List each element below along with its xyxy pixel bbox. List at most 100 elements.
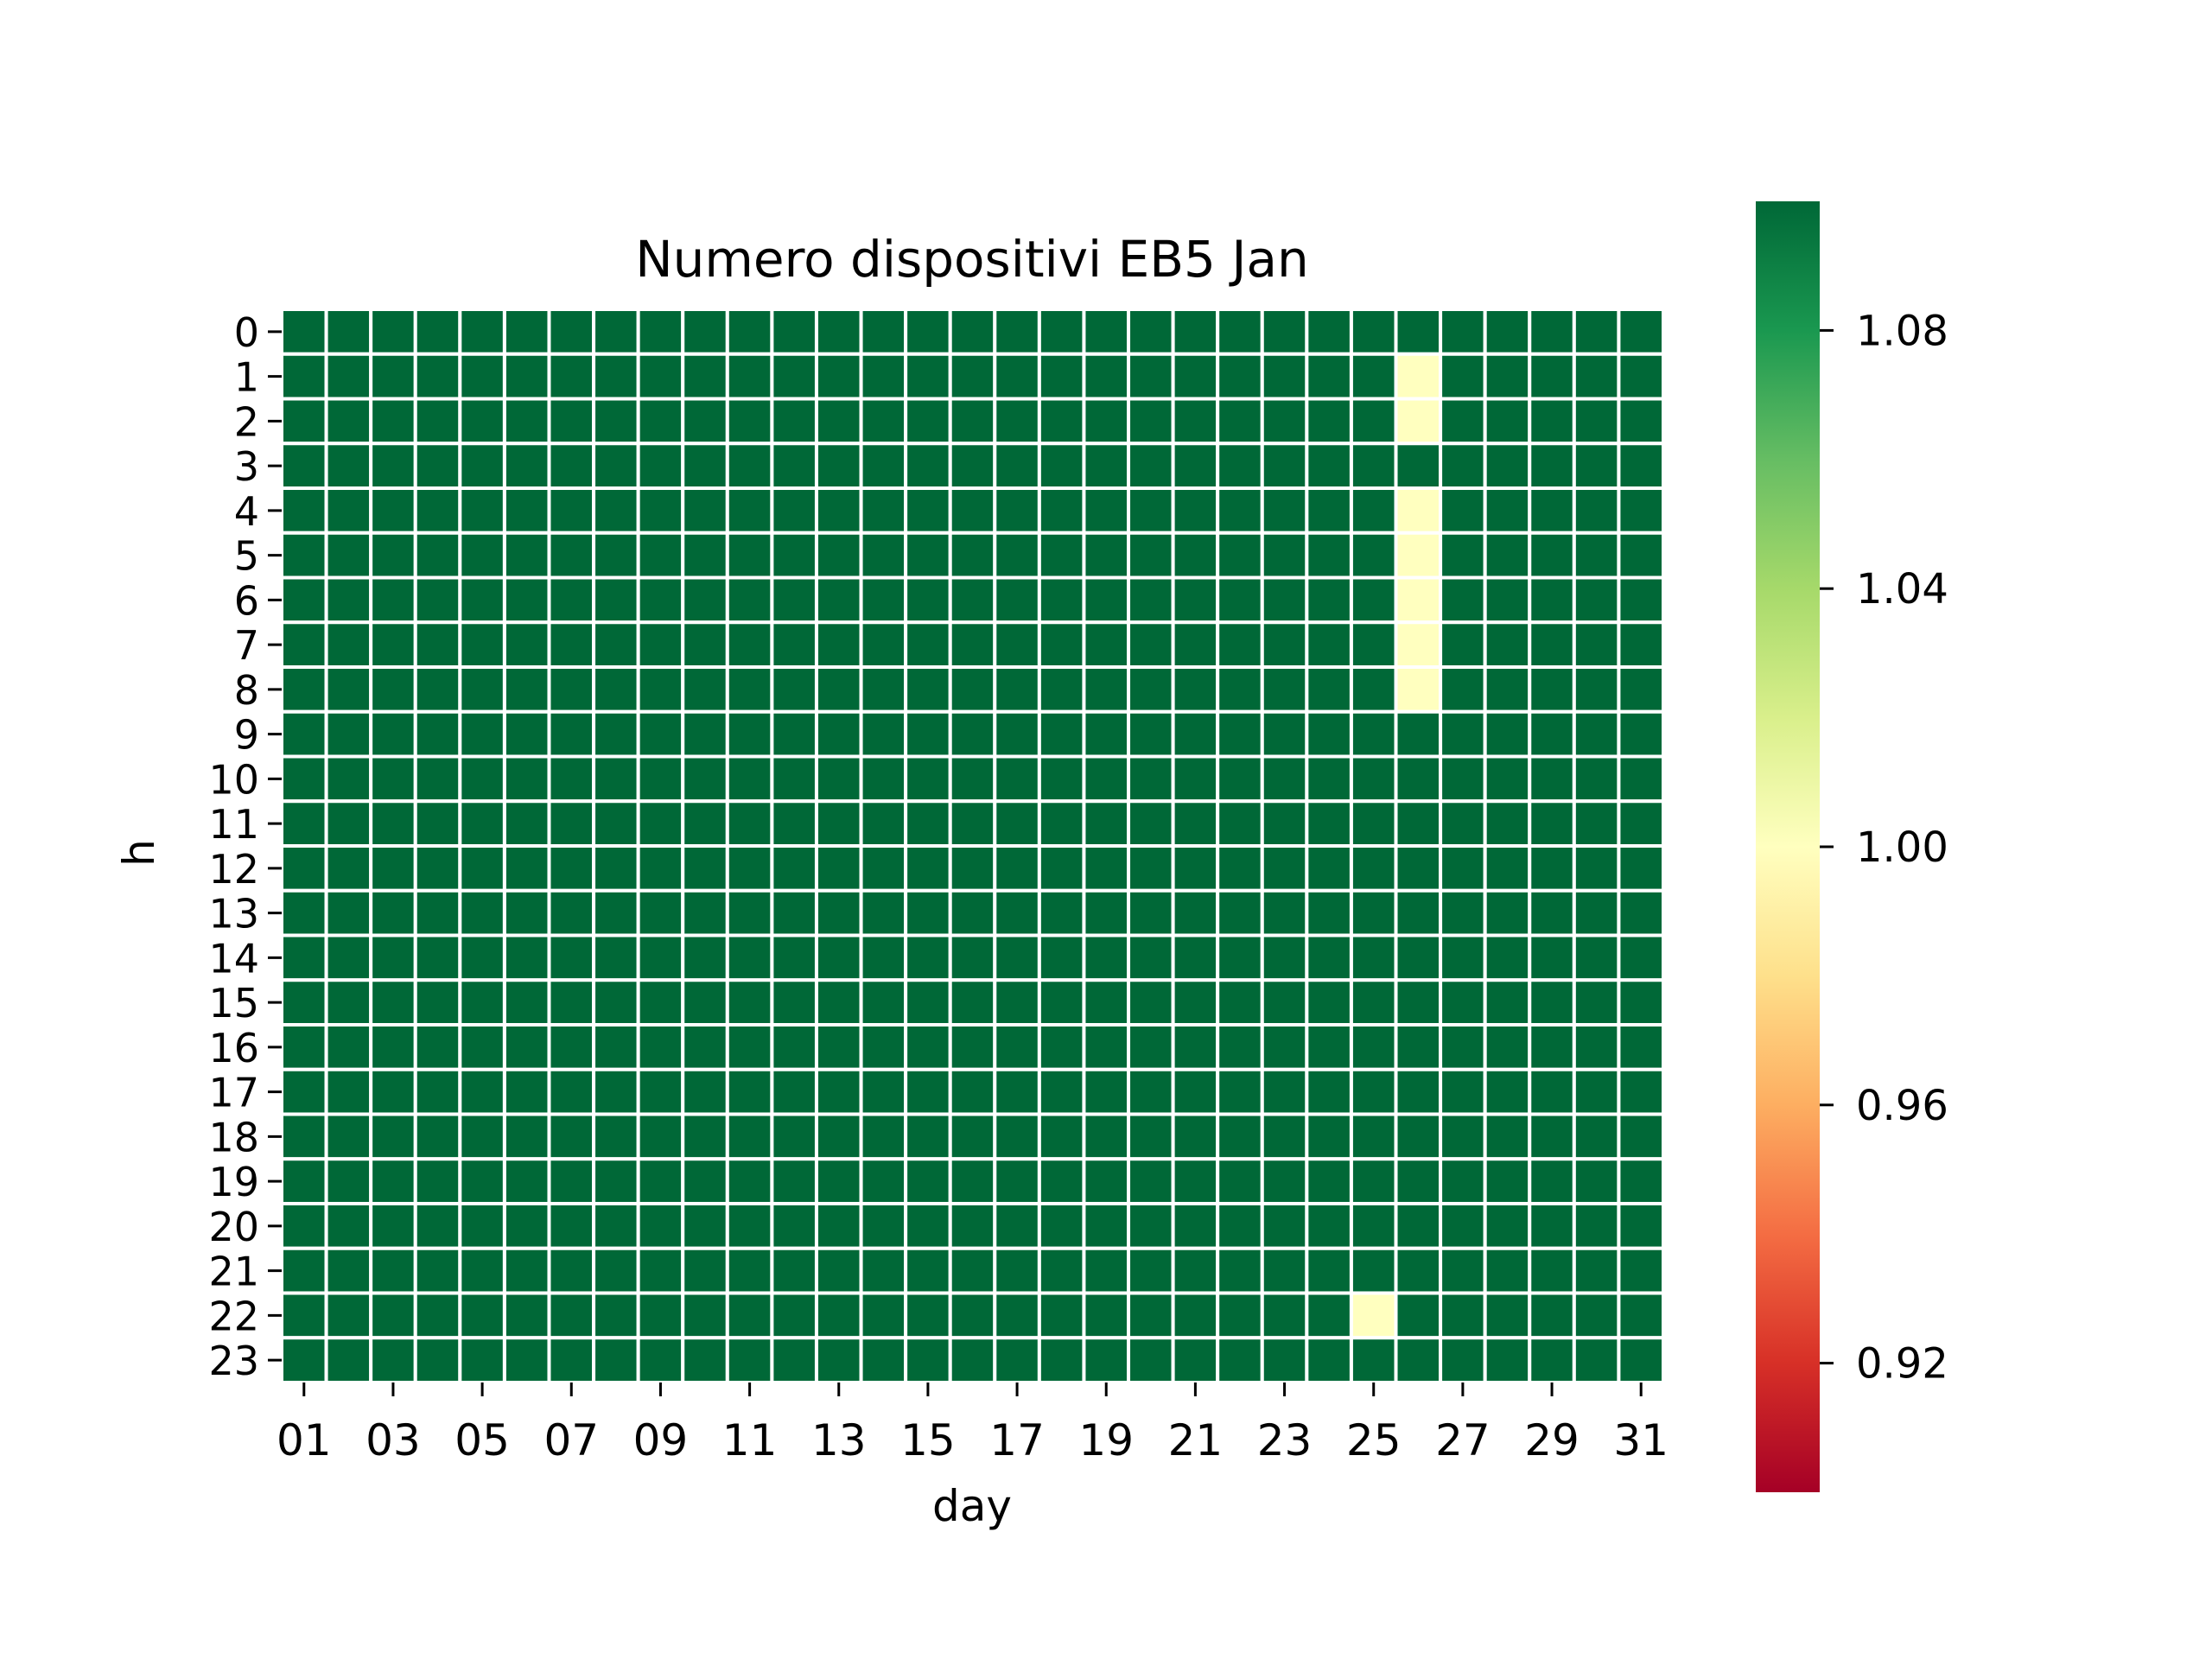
heatmap-cell <box>636 888 685 938</box>
heatmap-cell <box>636 1336 685 1384</box>
heatmap-cell <box>1082 486 1131 535</box>
heatmap-cell <box>458 754 506 804</box>
heatmap-cell <box>502 1336 551 1384</box>
heatmap-cell <box>1082 978 1131 1027</box>
x-tick-label: 05 <box>454 1415 510 1465</box>
heatmap-cell <box>1127 665 1175 714</box>
heatmap-cell <box>502 397 551 446</box>
heatmap-cell <box>413 754 462 804</box>
heatmap-cell <box>1572 978 1621 1027</box>
heatmap-cell <box>948 352 997 401</box>
x-tick-label: 03 <box>365 1415 421 1465</box>
heatmap-cell <box>1216 1202 1264 1250</box>
heatmap-cell <box>1572 1336 1621 1384</box>
heatmap-cell <box>413 978 462 1027</box>
x-tick-label: 11 <box>722 1415 778 1465</box>
heatmap-cell <box>1349 709 1398 759</box>
heatmap-cell <box>1528 1202 1576 1250</box>
heatmap-cell <box>814 888 863 938</box>
heatmap-cell <box>1037 844 1086 893</box>
heatmap-cell <box>814 844 863 893</box>
heatmap-cell <box>502 1112 551 1161</box>
heatmap-cell <box>1037 933 1086 982</box>
heatmap-cell <box>1483 799 1532 848</box>
heatmap-cell <box>993 308 1041 356</box>
heatmap-cell <box>1349 352 1398 401</box>
heatmap-cell <box>324 531 373 580</box>
heatmap-cell <box>1349 1202 1398 1250</box>
heatmap-cell <box>681 1067 729 1116</box>
heatmap-cell <box>1528 665 1576 714</box>
heatmap-cell <box>1305 665 1353 714</box>
heatmap-cell <box>280 442 328 490</box>
heatmap-cell <box>1260 933 1309 982</box>
heatmap-cell <box>636 1112 685 1161</box>
y-tick-label: 15 <box>208 980 259 1027</box>
heatmap-cell <box>1260 978 1309 1027</box>
heatmap-cell <box>324 799 373 848</box>
heatmap-cell <box>770 352 818 401</box>
heatmap-cell <box>1037 1202 1086 1250</box>
heatmap-cell <box>1394 1291 1443 1340</box>
heatmap-cell <box>948 486 997 535</box>
heatmap-cell <box>1483 620 1532 669</box>
heatmap-cell <box>458 308 506 356</box>
heatmap-cell <box>1260 620 1309 669</box>
heatmap-cell <box>636 308 685 356</box>
heatmap-cell <box>1127 1112 1175 1161</box>
heatmap-cell <box>369 754 417 804</box>
heatmap-cell <box>1127 1291 1175 1340</box>
heatmap-cell <box>502 1067 551 1116</box>
heatmap-cell <box>636 978 685 1027</box>
heatmap-cell <box>1171 486 1220 535</box>
heatmap-cell <box>1439 888 1487 938</box>
heatmap-cell <box>814 1202 863 1250</box>
heatmap-cell <box>280 1202 328 1250</box>
heatmap-cell <box>904 397 952 446</box>
heatmap-cell <box>1394 486 1443 535</box>
heatmap-cell <box>1349 1157 1398 1205</box>
heatmap-cell <box>1082 709 1131 759</box>
heatmap-cell <box>1483 397 1532 446</box>
heatmap-cell <box>1394 352 1443 401</box>
heatmap-cell <box>993 799 1041 848</box>
heatmap-cell <box>592 1067 640 1116</box>
heatmap-cell <box>413 352 462 401</box>
heatmap-cell <box>1483 1246 1532 1295</box>
heatmap-cell <box>502 754 551 804</box>
heatmap-cell <box>1082 352 1131 401</box>
heatmap-cell <box>993 1067 1041 1116</box>
heatmap-cell <box>1349 397 1398 446</box>
heatmap-cell <box>681 1023 729 1071</box>
heatmap-cell <box>904 709 952 759</box>
heatmap-cell <box>1528 888 1576 938</box>
heatmap-cell <box>1305 1023 1353 1071</box>
heatmap-cell <box>948 1157 997 1205</box>
x-tick-label: 21 <box>1168 1415 1224 1465</box>
heatmap-cell <box>1349 933 1398 982</box>
heatmap-cell <box>324 1336 373 1384</box>
heatmap-cell <box>1216 486 1264 535</box>
heatmap-cell <box>1127 352 1175 401</box>
heatmap-cell <box>859 397 908 446</box>
heatmap-cell <box>859 442 908 490</box>
heatmap-cell <box>280 620 328 669</box>
heatmap-cell <box>993 709 1041 759</box>
heatmap-cell <box>1439 1112 1487 1161</box>
heatmap-cell <box>993 620 1041 669</box>
heatmap-cell <box>592 665 640 714</box>
heatmap-cell <box>1349 620 1398 669</box>
heatmap-cell <box>859 888 908 938</box>
heatmap-cell <box>681 888 729 938</box>
heatmap-cell <box>948 1023 997 1071</box>
heatmap-cell <box>369 1157 417 1205</box>
heatmap-cell <box>770 531 818 580</box>
heatmap-cell <box>993 978 1041 1027</box>
heatmap-cell <box>280 888 328 938</box>
heatmap-cell <box>1572 1112 1621 1161</box>
heatmap-cell <box>1617 665 1665 714</box>
heatmap-cell <box>1528 799 1576 848</box>
heatmap-cell <box>814 1336 863 1384</box>
heatmap-cell <box>904 1112 952 1161</box>
